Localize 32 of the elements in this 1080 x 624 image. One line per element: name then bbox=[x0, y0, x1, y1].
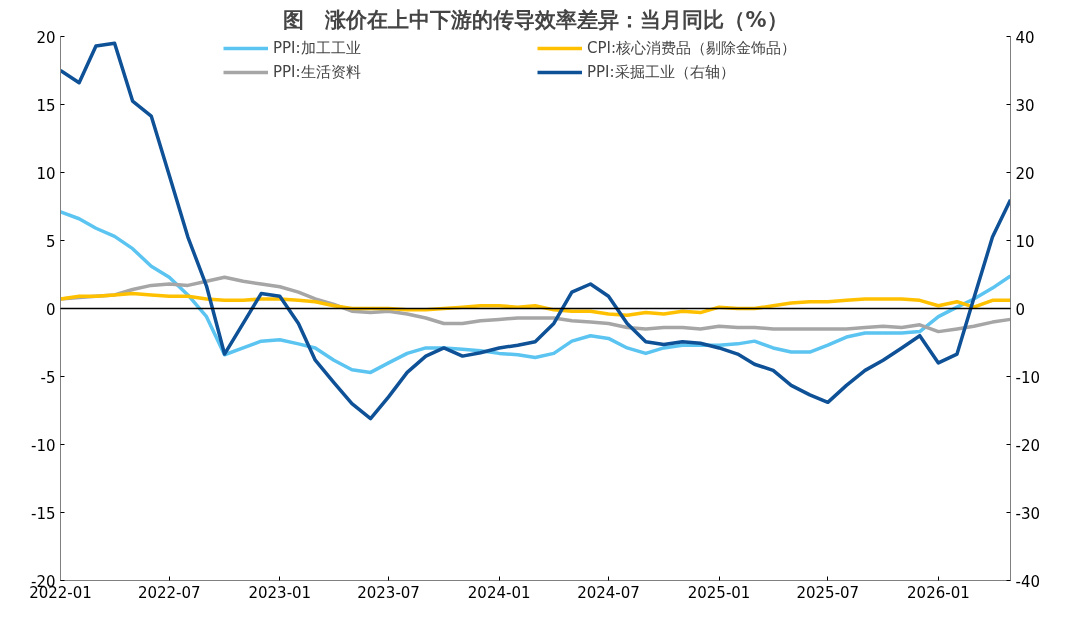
chart-title: 图 涨价在上中下游的传导效率差异：当月同比（%） bbox=[283, 7, 788, 32]
y2-tick-label: -20 bbox=[1015, 436, 1040, 455]
legend-label: PPI:生活资料 bbox=[273, 62, 362, 82]
y2-tick-label: -10 bbox=[1015, 368, 1040, 387]
line-series bbox=[60, 210, 1011, 375]
y-tick-label: 20 bbox=[36, 28, 56, 47]
x-tick-label: 2024-01 bbox=[467, 583, 531, 602]
y-tick-label: 0 bbox=[45, 300, 56, 319]
y2-tick-label: -40 bbox=[1015, 572, 1040, 591]
legend-label: PPI:加工工业 bbox=[273, 38, 362, 58]
y2-tick-label: 30 bbox=[1015, 96, 1035, 115]
y2-tick-label: 40 bbox=[1015, 28, 1035, 47]
x-tick-label: 2023-07 bbox=[357, 583, 420, 602]
y2-tick-label: 0 bbox=[1015, 300, 1026, 319]
y-tick-label: 10 bbox=[36, 164, 56, 183]
x-tick-label: 2024-07 bbox=[577, 583, 640, 602]
x-tick-label: 2023-01 bbox=[248, 583, 312, 602]
y-tick-label: 5 bbox=[45, 232, 56, 251]
legend-label: CPI:核心消费品（剔除金饰品） bbox=[587, 38, 797, 58]
y2-tick-label: -30 bbox=[1015, 504, 1040, 523]
y-tick-label: -10 bbox=[31, 436, 56, 455]
legend-label: PPI:采掘工业（右轴） bbox=[587, 62, 736, 82]
x-tick-label: 2026-01 bbox=[907, 583, 970, 602]
x-tick-label: 2022-07 bbox=[137, 583, 201, 602]
y-tick-label: 15 bbox=[36, 96, 56, 115]
line-series bbox=[60, 41, 1011, 421]
y-tick-label: -5 bbox=[40, 368, 56, 387]
y-tick-label: -15 bbox=[31, 504, 56, 523]
x-tick-label: 2025-01 bbox=[687, 583, 751, 602]
y2-tick-label: 20 bbox=[1015, 164, 1035, 183]
x-tick-label: 2025-07 bbox=[796, 583, 860, 602]
y2-tick-label: 10 bbox=[1015, 232, 1035, 251]
